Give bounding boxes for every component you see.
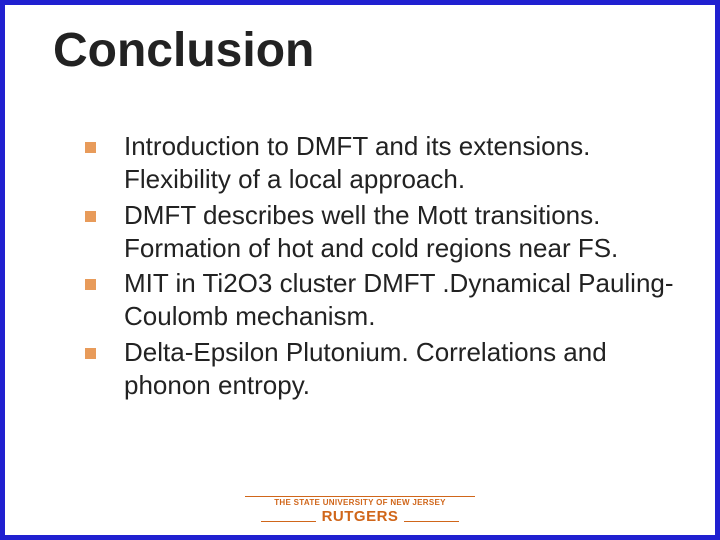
footer-big-row: RUTGERS [5, 508, 715, 525]
bullet-icon [85, 142, 96, 153]
bullet-icon [85, 211, 96, 222]
footer-rule [245, 496, 475, 497]
bullet-text: Introduction to DMFT and its extensions.… [124, 130, 675, 197]
bullet-text: DMFT describes well the Mott transitions… [124, 199, 675, 266]
footer-big-text: RUTGERS [322, 508, 399, 525]
bullet-text: Delta-Epsilon Plutonium. Correlations an… [124, 336, 675, 403]
slide: Conclusion Introduction to DMFT and its … [0, 0, 720, 540]
bullet-icon [85, 348, 96, 359]
list-item: DMFT describes well the Mott transitions… [85, 199, 675, 266]
list-item: Delta-Epsilon Plutonium. Correlations an… [85, 336, 675, 403]
footer: THE STATE UNIVERSITY OF NEW JERSEY RUTGE… [5, 496, 715, 525]
footer-underline-left [261, 521, 316, 522]
bullet-list: Introduction to DMFT and its extensions.… [85, 130, 675, 404]
slide-title: Conclusion [53, 23, 314, 78]
footer-small-text: THE STATE UNIVERSITY OF NEW JERSEY [5, 498, 715, 507]
list-item: MIT in Ti2O3 cluster DMFT .Dynamical Pau… [85, 267, 675, 334]
footer-underline-right [404, 521, 459, 522]
list-item: Introduction to DMFT and its extensions.… [85, 130, 675, 197]
bullet-icon [85, 279, 96, 290]
bullet-text: MIT in Ti2O3 cluster DMFT .Dynamical Pau… [124, 267, 675, 334]
